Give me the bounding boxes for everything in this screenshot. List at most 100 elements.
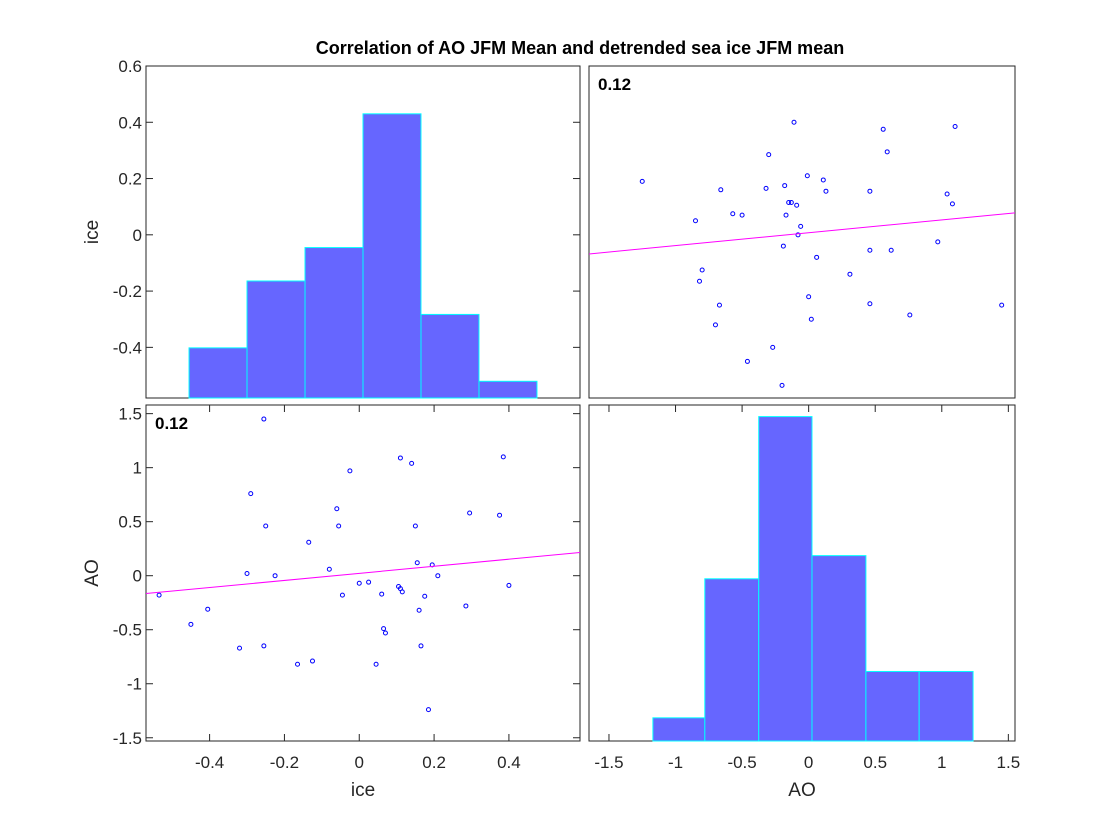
scatter-point <box>416 607 422 613</box>
scatter-point <box>867 301 873 307</box>
scatter-point <box>309 658 315 664</box>
x-tick-label: -1 <box>668 753 683 772</box>
scatter-point <box>422 593 428 599</box>
scatter-point <box>699 267 705 273</box>
y-tick-label: -0.4 <box>113 338 142 357</box>
scatter-point <box>783 212 789 218</box>
scatter-point <box>261 643 267 649</box>
histogram-bar <box>362 113 422 399</box>
x-tick-label: 0.4 <box>497 753 521 772</box>
x-tick-label: 0.5 <box>863 753 887 772</box>
panel-ao-vs-ice-scatter: 0.12 <box>588 65 1016 399</box>
scatter-point <box>788 199 794 205</box>
scatter-point <box>718 187 724 193</box>
y-tick-label: 1 <box>133 459 142 478</box>
histogram-bar <box>478 380 538 399</box>
panel-ice-vs-ao-scatter: -1.5 -1 -0.5 0 0.5 1 1.5 -0.4 -0.2 0 0.2 0.4 0.12 AO i… <box>82 404 581 801</box>
scatter-point <box>418 643 424 649</box>
scatter-point <box>820 177 826 183</box>
scatter-content <box>589 119 1015 388</box>
y-tick-label: 1.5 <box>118 405 142 424</box>
y-tick-label: -1 <box>127 675 142 694</box>
scatter-point <box>935 239 941 245</box>
scatter-point <box>786 199 792 205</box>
scatter-point <box>248 491 254 497</box>
scatter-point <box>739 212 745 218</box>
scatter-point <box>806 294 812 300</box>
scatter-point <box>814 254 820 260</box>
x-axis-label: AO <box>788 780 815 801</box>
y-tick-label: 0.6 <box>118 57 142 76</box>
y-tick-label: 0.4 <box>118 113 142 132</box>
scatter-point <box>336 523 342 529</box>
scatter-point <box>381 626 387 632</box>
histogram-bar <box>865 670 920 742</box>
scatter-point <box>808 316 814 322</box>
scatter-point <box>888 247 894 253</box>
y-axis-label: ice <box>82 220 103 244</box>
scatter-point <box>907 312 913 318</box>
scatter-point <box>366 579 372 585</box>
y-tick-label: -0.2 <box>113 282 142 301</box>
scatter-point <box>763 185 769 191</box>
scatter-point <box>356 580 362 586</box>
scatter-point <box>379 591 385 597</box>
x-tick-label: 0 <box>355 753 364 772</box>
scatter-content <box>146 416 580 713</box>
scatter-point <box>295 661 301 667</box>
scatter-point <box>766 152 772 158</box>
scatter-point <box>326 566 332 572</box>
scatter-point <box>794 202 800 208</box>
panel-ao-histogram: -1.5 -1 -0.5 0 0.5 1 1.5 AO <box>588 404 1021 801</box>
scatter-point <box>779 382 785 388</box>
x-tick-label: 1.5 <box>997 753 1021 772</box>
scatter-point <box>467 510 473 516</box>
x-tick-label: 0.2 <box>422 753 446 772</box>
histogram-bar <box>811 555 867 742</box>
correlation-coefficient: 0.12 <box>598 75 631 94</box>
scatter-point <box>696 278 702 284</box>
scatter-point <box>999 302 1005 308</box>
scatter-point <box>334 506 340 512</box>
histogram-bar <box>304 247 364 399</box>
scatter-point <box>339 592 345 598</box>
scatter-point <box>373 661 379 667</box>
histogram-bar <box>704 578 760 742</box>
scatter-point <box>399 589 405 595</box>
scatter-point <box>412 523 418 529</box>
scatter-point <box>744 358 750 364</box>
scatter-point <box>500 454 506 460</box>
x-tick-label: 1 <box>937 753 946 772</box>
scatter-point <box>867 247 873 253</box>
histogram-bar <box>420 313 480 399</box>
scatter-point <box>347 468 353 474</box>
scatter-point <box>306 539 312 545</box>
figure-title: Correlation of AO JFM Mean and detrended… <box>316 38 844 58</box>
scatter-point <box>823 188 829 194</box>
scatter-point <box>884 149 890 155</box>
scatter-point <box>435 573 441 579</box>
scatter-point <box>716 302 722 308</box>
scatter-point <box>497 512 503 518</box>
panel-grid: -0.4 -0.2 0 0.2 0.4 0.6 ice 0.12 -1.5 -1 -0.5 0 0.5 1… <box>82 57 1020 801</box>
scatter-point <box>382 630 388 636</box>
scatter-point <box>263 523 269 529</box>
scatter-point <box>795 232 801 238</box>
scatter-point <box>770 344 776 350</box>
x-tick-label: 0 <box>804 753 813 772</box>
scatter-point <box>425 707 431 713</box>
scatter-point <box>409 460 415 466</box>
scatter-point <box>780 243 786 249</box>
y-axis-label: AO <box>82 559 103 586</box>
y-tick-label: 0.5 <box>118 513 142 532</box>
scatter-point <box>949 201 955 207</box>
histogram-bar <box>188 347 248 399</box>
correlation-coefficient: 0.12 <box>155 414 188 433</box>
x-tick-label: -0.5 <box>727 753 756 772</box>
scatter-point <box>804 173 810 179</box>
regression-line <box>589 212 1015 255</box>
panel-ice-histogram: -0.4 -0.2 0 0.2 0.4 0.6 ice <box>82 57 581 399</box>
scatter-point <box>639 178 645 184</box>
histogram-bar <box>246 280 306 399</box>
